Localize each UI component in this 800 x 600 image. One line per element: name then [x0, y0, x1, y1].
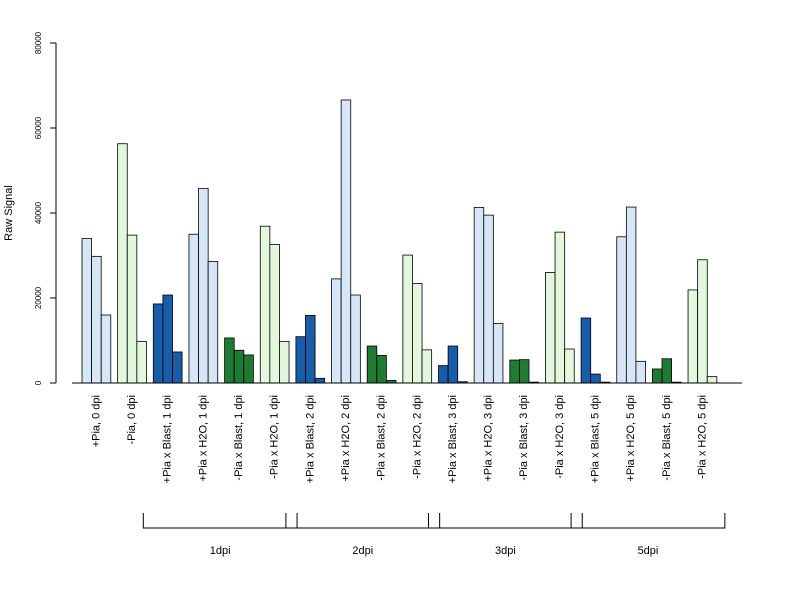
bar: [340, 99, 352, 384]
group-label: 1dpi: [210, 545, 231, 557]
bar: [233, 349, 245, 384]
bar: [91, 255, 102, 384]
bar: [447, 345, 459, 384]
bar: [207, 261, 219, 384]
bar: [81, 238, 93, 384]
x-tick-labels: +Pia, 0 dpi -Pia, 0 dpi +Pia x Blast, 1 dp…: [90, 395, 708, 483]
x-tick-label: +Pia x H2O, 2 dpi: [340, 395, 352, 482]
bar: [421, 349, 433, 384]
group-bracket: [570, 513, 726, 529]
y-axis-label: Raw Signal: [3, 185, 15, 241]
bar: [269, 244, 280, 384]
bar: [162, 294, 173, 384]
x-tick-label: +Pia x H2O, 3 dpi: [483, 395, 495, 482]
bar: [136, 340, 147, 384]
bar: [706, 376, 718, 384]
bar: [580, 317, 592, 384]
group-brackets: 1dpi 2dpi 3dpi 5dpi: [142, 513, 726, 557]
bar: [492, 323, 504, 384]
bar: [243, 354, 254, 384]
bar: [616, 236, 627, 384]
bar: [652, 368, 663, 384]
group-label: 2dpi: [352, 545, 373, 557]
bar: [412, 283, 423, 384]
bar: [295, 336, 306, 384]
x-tick-label: -Pia x Blast, 1 dpi: [233, 395, 245, 481]
group-bracket: [285, 513, 441, 529]
y-tick-label: 0: [34, 380, 43, 385]
bar: [279, 340, 290, 384]
y-tick-label: 80000: [34, 31, 43, 54]
bar: [366, 345, 378, 384]
bars: [81, 99, 718, 384]
x-tick-label: -Pia, 0 dpi: [126, 395, 138, 445]
bar: [100, 314, 112, 384]
group-label: 3dpi: [495, 545, 516, 557]
y-axis: 0 20000 40000 60000 80000: [34, 31, 57, 385]
bar: [687, 289, 699, 384]
bar: [554, 231, 566, 384]
bar: [438, 365, 449, 384]
bar: [590, 373, 601, 384]
bar: [117, 143, 128, 384]
x-tick-label: -Pia x H2O, 2 dpi: [411, 395, 423, 479]
x-tick-label: -Pia x H2O, 3 dpi: [554, 395, 566, 479]
x-tick-label: -Pia x H2O, 5 dpi: [696, 395, 708, 479]
bar: [152, 303, 164, 384]
x-tick-label: +Pia x Blast, 1 dpi: [162, 395, 174, 483]
group-label: 5dpi: [638, 545, 659, 557]
x-tick-label: -Pia x H2O, 1 dpi: [269, 395, 281, 479]
x-tick-label: +Pia x Blast, 5 dpi: [590, 395, 602, 483]
x-tick-label: +Pia x Blast, 3 dpi: [447, 395, 459, 483]
bar: [509, 359, 520, 384]
x-tick-label: +Pia x Blast, 2 dpi: [304, 395, 316, 483]
x-tick-label: -Pia x Blast, 3 dpi: [518, 395, 530, 481]
group-bracket: [428, 513, 583, 529]
x-tick-label: +Pia, 0 dpi: [90, 395, 102, 447]
bar: [350, 294, 361, 384]
bar: [635, 360, 646, 384]
x-tick-label: +Pia x H2O, 5 dpi: [625, 395, 637, 482]
bar: [473, 207, 485, 384]
group-bracket: [142, 513, 298, 529]
x-tick-label: -Pia x Blast, 5 dpi: [661, 395, 673, 481]
x-tick-label: -Pia x Blast, 2 dpi: [376, 395, 388, 481]
bar: [224, 337, 235, 384]
bar: [376, 354, 387, 384]
bar: [259, 225, 271, 384]
bar: [198, 187, 209, 384]
y-tick-label: 60000: [34, 116, 43, 139]
y-tick-label: 20000: [34, 286, 43, 309]
y-tick-label: 40000: [34, 201, 43, 224]
bar: [402, 254, 413, 384]
bar: [625, 206, 637, 384]
bar: [564, 348, 575, 384]
bar: [545, 272, 556, 384]
bar: [697, 259, 708, 384]
bar: [314, 377, 326, 384]
bar: [126, 234, 138, 384]
bar: [172, 351, 183, 384]
bar: [305, 315, 316, 384]
bar: [661, 358, 673, 384]
bar: [188, 233, 199, 384]
x-tick-label: +Pia x H2O, 1 dpi: [197, 395, 209, 482]
bar: [483, 214, 494, 384]
bar: [331, 278, 342, 384]
bar: [519, 359, 530, 384]
